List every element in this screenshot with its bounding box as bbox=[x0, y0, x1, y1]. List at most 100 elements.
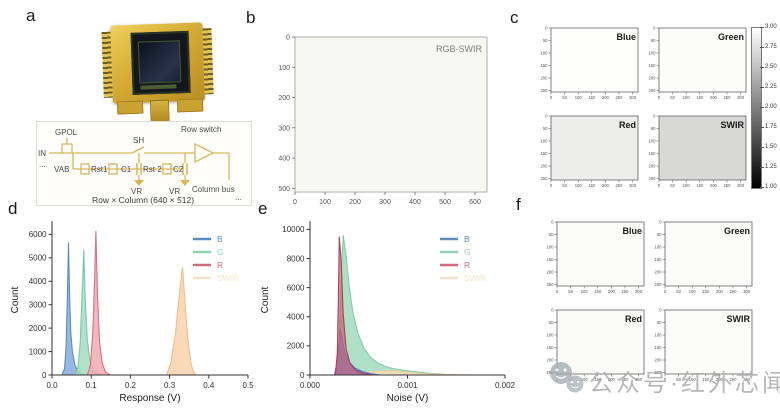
y-tick-label: 100 bbox=[655, 333, 663, 338]
subplot-label: Green bbox=[724, 226, 750, 236]
x-tick-label: 300 bbox=[629, 183, 637, 188]
x-tick-label: 100 bbox=[575, 183, 583, 188]
y-tick-label: 200 bbox=[649, 76, 657, 81]
y-tick-label: 100 bbox=[541, 51, 549, 56]
x-tick-label: 0.002 bbox=[495, 381, 516, 390]
x-tick-label: 0.001 bbox=[397, 381, 418, 390]
series-g bbox=[335, 235, 457, 376]
x-tick-label: 300 bbox=[629, 95, 637, 100]
x-tick-label: 150 bbox=[594, 289, 602, 294]
subplot-swir: 0 50 100 150 200 250 300 0 50 100 150 200 250 SWIR bbox=[655, 308, 753, 382]
circuit-svg: GPOL IN ... VAB Rst1 C1 SH Rst 2 C2 VR V… bbox=[38, 125, 242, 205]
y-tick-label: 50 bbox=[657, 320, 662, 325]
chip-pins-right bbox=[202, 28, 214, 95]
x-tick-label: 0 bbox=[664, 377, 667, 382]
y-tick-label: 200 bbox=[655, 358, 663, 363]
x-tick-label: 100 bbox=[683, 95, 691, 100]
x-tick-label: 200 bbox=[602, 183, 610, 188]
colorbar-tick-label: 2.75 bbox=[765, 43, 777, 50]
colorbar-tick bbox=[760, 127, 764, 128]
x-tick-label: 50 bbox=[670, 183, 675, 188]
y-tick-label: 150 bbox=[547, 257, 555, 262]
label-dots-right: ... bbox=[235, 193, 242, 202]
label-gpol: GPOL bbox=[55, 128, 78, 137]
subplot-label: Blue bbox=[616, 32, 636, 42]
y-tick-label: 200 bbox=[278, 95, 290, 102]
x-tick-label: 50 bbox=[670, 95, 675, 100]
x-tick-label: 250 bbox=[621, 377, 629, 382]
label-dots-left: ... bbox=[39, 160, 46, 169]
y-axis-title: Count bbox=[260, 286, 271, 313]
circuit-wires bbox=[49, 138, 230, 180]
y-tick-label: 100 bbox=[649, 51, 657, 56]
chip-tab-right bbox=[176, 98, 204, 113]
x-axis-title: Noise (V) bbox=[387, 393, 429, 404]
x-tick-label: 150 bbox=[588, 183, 596, 188]
image-area bbox=[664, 221, 753, 287]
x-tick-label: 150 bbox=[588, 95, 596, 100]
x-tick-label: 250 bbox=[729, 289, 737, 294]
subplot-label: Green bbox=[718, 32, 744, 42]
x-tick-label: 0 bbox=[293, 199, 297, 206]
subplot-swir: 0 50 100 150 200 250 300 0 50 100 150 200 250 SWIR bbox=[649, 114, 747, 188]
x-tick-label: 300 bbox=[635, 289, 643, 294]
colorbar-gradient bbox=[751, 27, 762, 189]
y-tick-label: 150 bbox=[547, 345, 555, 350]
y-tick-label: 300 bbox=[278, 125, 290, 132]
panel-c-response-maps: 0 50 100 150 200 250 300 0 50 100 150 200 250 Blue 0 50… bbox=[505, 5, 780, 205]
y-tick-label: 150 bbox=[655, 345, 663, 350]
legend-label-g: G bbox=[217, 247, 224, 257]
x-tick-label: 0 bbox=[658, 183, 661, 188]
y-tick-label: 0 bbox=[545, 26, 548, 31]
y-tick-label: 200 bbox=[541, 164, 549, 169]
y-tick-label: 150 bbox=[541, 151, 549, 156]
x-tick-label: 0.1 bbox=[86, 381, 98, 390]
colorbar-tick-label: 2.50 bbox=[765, 63, 777, 70]
noise-map-grid: 0 50 100 150 200 250 300 0 50 100 150 200 250 Blue 0 50… bbox=[505, 195, 780, 415]
series-r bbox=[86, 230, 112, 376]
x-tick-label: 200 bbox=[608, 377, 616, 382]
chip-die bbox=[130, 30, 191, 95]
colorbar-tick bbox=[760, 167, 764, 168]
x-tick-label: 0 bbox=[550, 183, 553, 188]
y-tick-label: 5000 bbox=[29, 254, 47, 263]
x-tick-label: 150 bbox=[702, 377, 710, 382]
x-tick-label: 300 bbox=[743, 377, 751, 382]
y-tick-label: 100 bbox=[278, 65, 290, 72]
y-tick-label: 0 bbox=[300, 371, 305, 380]
legend-label-r: R bbox=[217, 260, 223, 270]
legend-label-swir: SWIR bbox=[464, 273, 486, 283]
subplot-label: SWIR bbox=[721, 120, 745, 130]
y-tick-label: 250 bbox=[541, 176, 549, 181]
colorbar-tick bbox=[760, 47, 764, 48]
y-tick-label: 200 bbox=[547, 358, 555, 363]
y-axis-title: Count bbox=[10, 286, 21, 313]
x-tick-label: 50 bbox=[562, 183, 567, 188]
circuit-ground-symbols bbox=[134, 180, 190, 186]
panel-label-e: e bbox=[258, 199, 268, 218]
x-tick-label: 600 bbox=[469, 199, 481, 206]
subplot-label: Red bbox=[625, 314, 642, 324]
y-tick-label: 0 bbox=[42, 371, 47, 380]
y-tick-label: 150 bbox=[649, 151, 657, 156]
subplot-green: 0 50 100 150 200 250 300 0 50 100 150 200 250 Green bbox=[655, 220, 753, 294]
colorbar-labels: 3.00 2.75 2.50 2.25 2.00 1.75 1.50 1.25 1.00 bbox=[505, 5, 780, 205]
y-tick-label: 250 bbox=[547, 282, 555, 287]
x-tick-label: 300 bbox=[737, 95, 745, 100]
y-tick-label: 200 bbox=[541, 76, 549, 81]
watermark: 公众号·红外芯闻 bbox=[545, 354, 780, 406]
x-tick-label: 150 bbox=[696, 183, 704, 188]
y-tick-label: 500 bbox=[278, 186, 290, 193]
y-tick-label: 50 bbox=[651, 126, 656, 131]
y-tick-label: 250 bbox=[541, 88, 549, 93]
image-area bbox=[664, 309, 753, 375]
x-tick-label: 500 bbox=[439, 199, 451, 206]
legend-label-g: G bbox=[464, 247, 471, 257]
subplot-blue: 0 50 100 150 200 250 300 0 50 100 150 200 250 Blue bbox=[547, 220, 645, 294]
label-rst2: Rst 2 bbox=[143, 165, 162, 174]
x-tick-label: 100 bbox=[689, 289, 697, 294]
y-tick-label: 0 bbox=[545, 114, 548, 119]
x-tick-label: 0.3 bbox=[164, 381, 176, 390]
y-tick-label: 200 bbox=[655, 270, 663, 275]
x-tick-label: 0 bbox=[550, 95, 553, 100]
